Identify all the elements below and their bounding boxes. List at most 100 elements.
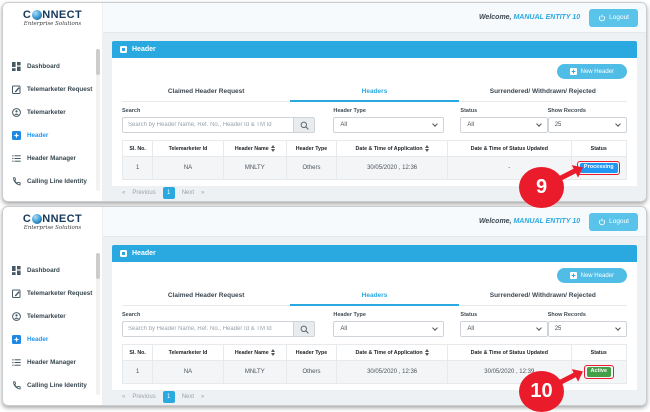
sidebar-item-header[interactable]: Header xyxy=(3,328,102,351)
sidebar-item-telemarketer[interactable]: Telemarketer xyxy=(3,305,102,328)
show-records-select[interactable]: 25 xyxy=(547,321,628,337)
sidebar-menu: Dashboard Telemarketer Request Telemarke… xyxy=(3,55,102,193)
new-header-button[interactable]: New Header xyxy=(556,64,627,79)
search-input[interactable] xyxy=(122,321,294,337)
show-records-label: Show Records xyxy=(547,312,586,318)
sidebar-item-dashboard[interactable]: Dashboard xyxy=(3,259,102,282)
new-header-button[interactable]: New Header xyxy=(556,268,627,283)
pagination-page-1[interactable]: 1 xyxy=(162,186,175,199)
tab-headers[interactable]: Headers xyxy=(290,286,459,306)
pagination-prev-arrow[interactable]: « xyxy=(122,189,126,196)
show-records-value: 25 xyxy=(554,326,562,332)
pagination-prev-arrow[interactable]: « xyxy=(122,393,126,400)
column-header-header-type: Header Type xyxy=(285,344,338,361)
filter-row: Search Header Type All xyxy=(122,312,628,337)
headers-table: Sl. No. Telemarketer Id Header Name Head… xyxy=(121,140,628,180)
column-header-status-updated-datetime: Date & Time of Status Updated xyxy=(447,344,572,361)
page-title: Header xyxy=(132,250,156,257)
search-button[interactable] xyxy=(293,117,316,133)
header-type-select[interactable]: All xyxy=(333,117,445,133)
request-note-icon xyxy=(12,289,21,298)
status-badge[interactable]: Active xyxy=(586,367,612,377)
column-header-sl-no: Sl. No. xyxy=(121,344,154,361)
logo-tagline: Enterprise Solutions xyxy=(23,225,82,231)
tab-surrendered-withdrawn-rejected[interactable]: Surrendered/ Withdrawn/ Rejected xyxy=(489,292,596,299)
cell-application-datetime: 30/05/2020 , 12:36 xyxy=(336,156,449,180)
show-records-select[interactable]: 25 xyxy=(547,117,628,133)
sidebar-item-telemarketer-request[interactable]: Telemarketer Request xyxy=(3,78,102,101)
status-filter-label: Status xyxy=(460,108,478,114)
pagination-previous[interactable]: Previous xyxy=(132,189,156,196)
sort-icon[interactable] xyxy=(270,349,275,356)
column-header-header-name[interactable]: Header Name xyxy=(222,140,287,157)
search-label: Search xyxy=(122,108,141,114)
sidebar-item-header[interactable]: Header xyxy=(3,124,102,147)
pagination-page-1[interactable]: 1 xyxy=(162,390,175,403)
sidebar-item-calling-line-identity[interactable]: Calling Line Identity xyxy=(3,374,102,397)
tab-claimed-header-request[interactable]: Claimed Header Request xyxy=(167,292,245,299)
request-note-icon xyxy=(12,85,21,94)
dashboard-grid-icon xyxy=(12,62,21,71)
sidebar-item-dashboard[interactable]: Dashboard xyxy=(3,55,102,78)
pagination-next[interactable]: Next xyxy=(181,189,195,196)
show-records-label: Show Records xyxy=(547,108,586,114)
status-select[interactable]: All xyxy=(460,117,548,133)
main-area: Welcome, MANUAL ENTITY 10 Logout Header … xyxy=(103,207,646,405)
logo: C NNECT Enterprise Solutions xyxy=(3,207,102,247)
pagination-next-arrow[interactable]: » xyxy=(201,189,205,196)
welcome-prefix: Welcome, xyxy=(478,14,512,21)
welcome-text: Welcome, MANUAL ENTITY 10 xyxy=(479,14,580,21)
header-type-select[interactable]: All xyxy=(333,321,445,337)
cell-header-name: MNLTY xyxy=(222,156,287,180)
plus-square-icon xyxy=(569,68,577,75)
sidebar: C NNECT Enterprise Solutions Dashboard Te… xyxy=(3,207,103,405)
tab-headers[interactable]: Headers xyxy=(290,82,459,102)
pagination-previous[interactable]: Previous xyxy=(132,393,156,400)
cell-sl-no: 1 xyxy=(121,156,154,180)
chevron-down-icon xyxy=(615,325,621,331)
logout-button[interactable]: Logout xyxy=(589,8,638,27)
column-header-header-name[interactable]: Header Name xyxy=(222,344,287,361)
sidebar-scrollbar[interactable] xyxy=(96,49,100,191)
column-header-status: Status xyxy=(570,140,628,157)
sort-icon[interactable] xyxy=(424,349,429,356)
welcome-prefix: Welcome, xyxy=(478,218,512,225)
sidebar-item-label: Header Manager xyxy=(27,359,76,366)
chevron-down-icon xyxy=(535,121,542,127)
sidebar-item-telemarketer[interactable]: Telemarketer xyxy=(3,101,102,124)
logout-button[interactable]: Logout xyxy=(589,212,638,231)
cell-header-name: MNLTY xyxy=(222,360,287,384)
sidebar-scrollbar[interactable] xyxy=(96,253,100,395)
power-icon xyxy=(599,14,606,21)
column-header-status: Status xyxy=(570,344,628,361)
tab-surrendered-withdrawn-rejected[interactable]: Surrendered/ Withdrawn/ Rejected xyxy=(489,88,596,95)
status-badge[interactable]: Processing xyxy=(579,163,618,173)
status-select[interactable]: All xyxy=(460,321,548,337)
sort-icon[interactable] xyxy=(270,145,275,152)
pagination-next[interactable]: Next xyxy=(181,393,195,400)
headers-table: Sl. No. Telemarketer Id Header Name Head… xyxy=(121,344,628,384)
sidebar-item-label: Header xyxy=(27,132,49,139)
column-header-telemarketer-id: Telemarketer Id xyxy=(152,140,224,157)
chevron-down-icon xyxy=(535,325,542,331)
page-content: Header New Header Claimed Header Request… xyxy=(103,237,646,405)
sidebar-item-telemarketer-request[interactable]: Telemarketer Request xyxy=(3,282,102,305)
column-header-status-updated-datetime: Date & Time of Status Updated xyxy=(447,140,572,157)
sidebar-scrollbar-thumb[interactable] xyxy=(96,49,100,75)
pagination-next-arrow[interactable]: » xyxy=(201,393,205,400)
sidebar-item-header-manager[interactable]: Header Manager xyxy=(3,147,102,170)
sidebar-scrollbar-thumb[interactable] xyxy=(96,253,100,279)
search-button[interactable] xyxy=(293,321,316,337)
search-input[interactable] xyxy=(122,117,294,133)
chevron-down-icon xyxy=(615,121,621,127)
column-header-application-datetime[interactable]: Date & Time of Application xyxy=(336,344,449,361)
column-header-application-datetime[interactable]: Date & Time of Application xyxy=(336,140,449,157)
welcome-username: MANUAL ENTITY 10 xyxy=(513,14,581,21)
sidebar-item-header-manager[interactable]: Header Manager xyxy=(3,351,102,374)
sort-icon[interactable] xyxy=(424,145,429,152)
column-header-telemarketer-id: Telemarketer Id xyxy=(152,344,224,361)
header-badge-icon xyxy=(12,335,21,344)
table-row: 1 NA MNLTY Others 30/05/2020 , 12:36 30/… xyxy=(121,360,628,384)
sidebar-item-calling-line-identity[interactable]: Calling Line Identity xyxy=(3,170,102,193)
tab-claimed-header-request[interactable]: Claimed Header Request xyxy=(167,88,245,95)
